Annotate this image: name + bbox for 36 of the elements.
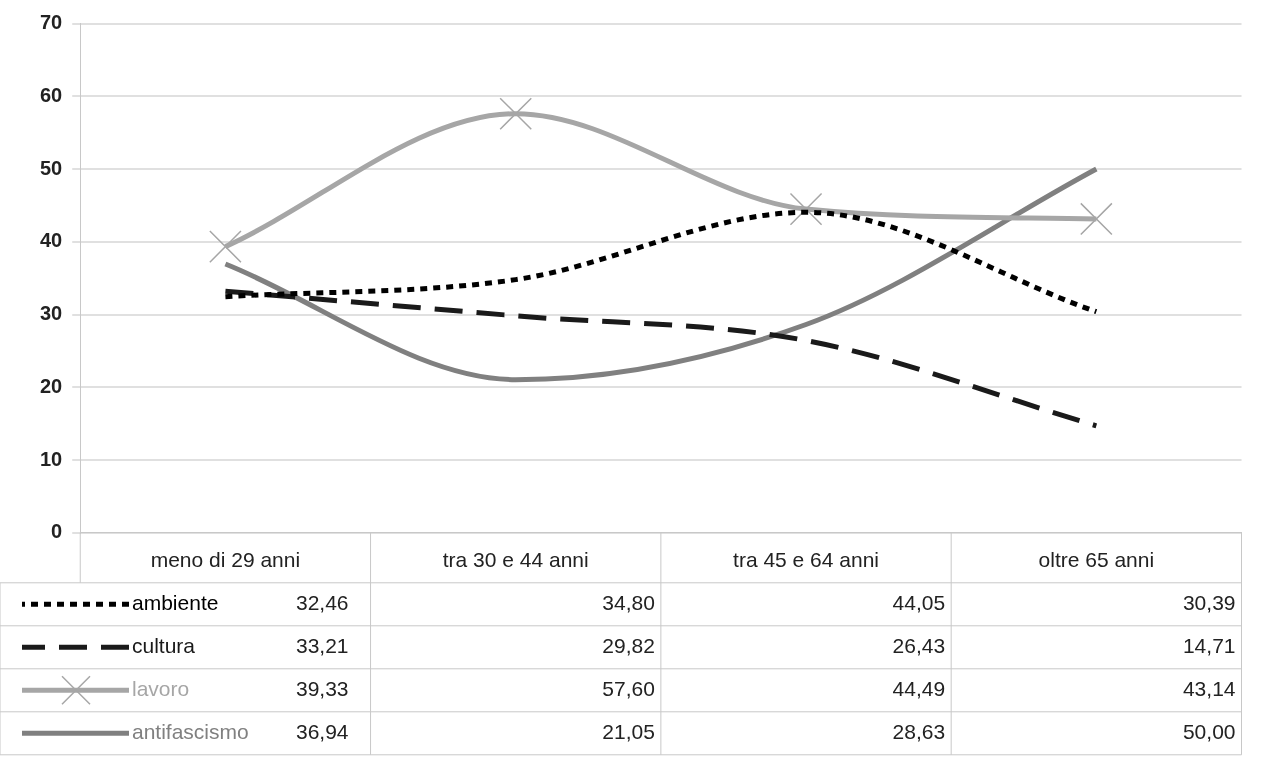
text: cultura [132, 634, 196, 658]
data-label: 21,05 [602, 720, 655, 744]
y-tick-label: 10 [40, 447, 63, 470]
data-label: 29,82 [602, 634, 655, 658]
data-label: 30,39 [1182, 591, 1236, 615]
data-label: 14,71 [1182, 634, 1236, 658]
x-tick-label: tra 45 e 64 anni [733, 548, 880, 572]
x-tick-label: meno di 29 anni [150, 548, 301, 572]
point [1080, 202, 1113, 236]
data-label: 44,05 [892, 591, 946, 615]
data-label: 33,21 [296, 634, 349, 658]
x-tick-label: oltre 65 anni [1038, 548, 1155, 572]
y-tick-label: 50 [40, 156, 63, 179]
text: antifascismo [132, 720, 249, 744]
x-tick-label: tra 30 e 44 anni [442, 548, 589, 572]
text: ambiente [132, 591, 219, 615]
point [209, 230, 242, 263]
y-tick-label: 40 [40, 229, 63, 252]
data-label: 57,60 [602, 677, 655, 701]
data-label: 34,80 [602, 591, 655, 615]
data-label: 50,00 [1182, 720, 1236, 744]
data-label: 43,14 [1182, 677, 1236, 701]
point [499, 97, 533, 131]
data-label: 44,49 [892, 677, 946, 701]
y-tick-label: 70 [40, 11, 63, 34]
y-tick-label: 60 [40, 83, 63, 106]
y-tick-label: 30 [40, 302, 63, 325]
y-tick-label: 20 [40, 374, 63, 397]
data-label: 26,43 [892, 634, 946, 658]
data-label: 36,94 [296, 720, 349, 744]
y-tick-label: 0 [51, 520, 63, 543]
data-label: 28,63 [892, 720, 946, 744]
legend-label: lavoro [132, 677, 190, 701]
data-label: 32,46 [296, 591, 349, 615]
point [789, 192, 823, 226]
data-label: 39,33 [296, 677, 349, 701]
